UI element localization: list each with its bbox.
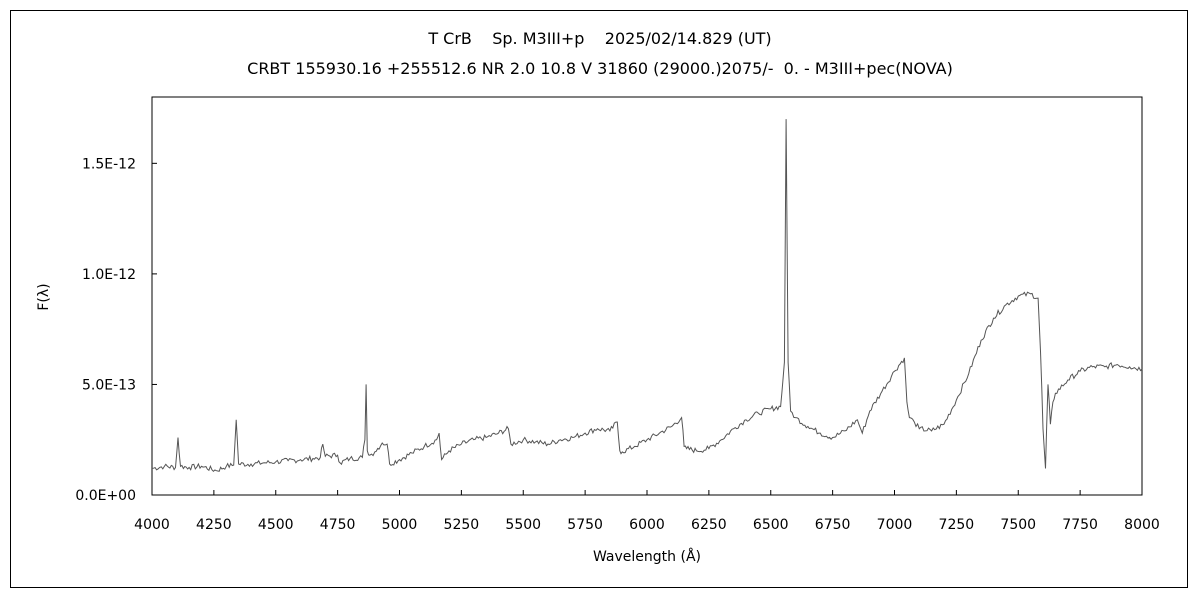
spectrum-line bbox=[151, 119, 1143, 472]
x-tick-label: 8000 bbox=[1124, 517, 1160, 533]
x-tick-label: 4750 bbox=[320, 517, 356, 533]
x-tick-label: 5000 bbox=[382, 517, 418, 533]
chart-frame bbox=[10, 10, 1188, 588]
y-tick-label: 1.0E-12 bbox=[82, 267, 136, 283]
x-tick-label: 7750 bbox=[1062, 517, 1098, 533]
x-tick-label: 6000 bbox=[629, 517, 665, 533]
x-tick-label: 5250 bbox=[444, 517, 480, 533]
y-tick-label: 1.5E-12 bbox=[82, 156, 136, 172]
chart-subtitle: CRBT 155930.16 +255512.6 NR 2.0 10.8 V 3… bbox=[247, 59, 953, 78]
x-tick-label: 4000 bbox=[134, 517, 170, 533]
y-tick-label: 0.0E+00 bbox=[75, 488, 136, 504]
x-axis-label: Wavelength (Å) bbox=[593, 548, 701, 565]
x-tick-label: 6500 bbox=[753, 517, 789, 533]
x-tick-label: 7500 bbox=[1000, 517, 1036, 533]
x-tick-label: 7250 bbox=[939, 517, 975, 533]
y-axis: 0.0E+00 5.0E-13 1.0E-12 1.5E-12 bbox=[75, 156, 157, 504]
x-tick-label: 4250 bbox=[196, 517, 232, 533]
y-tick-label: 5.0E-13 bbox=[82, 377, 136, 393]
x-tick-label: 5500 bbox=[505, 517, 541, 533]
chart-title: T CrB Sp. M3III+p 2025/02/14.829 (UT) bbox=[428, 29, 772, 48]
x-tick-label: 4500 bbox=[258, 517, 294, 533]
y-axis-label: F(λ) bbox=[36, 283, 52, 310]
x-tick-label: 5750 bbox=[567, 517, 603, 533]
x-tick-label: 6250 bbox=[691, 517, 727, 533]
x-axis: 4000 4250 4500 4750 5000 5250 5500 5750 6000 6250… bbox=[134, 490, 1160, 533]
x-tick-label: 7000 bbox=[877, 517, 913, 533]
plot-area bbox=[151, 96, 1143, 496]
x-tick-label: 6750 bbox=[815, 517, 851, 533]
